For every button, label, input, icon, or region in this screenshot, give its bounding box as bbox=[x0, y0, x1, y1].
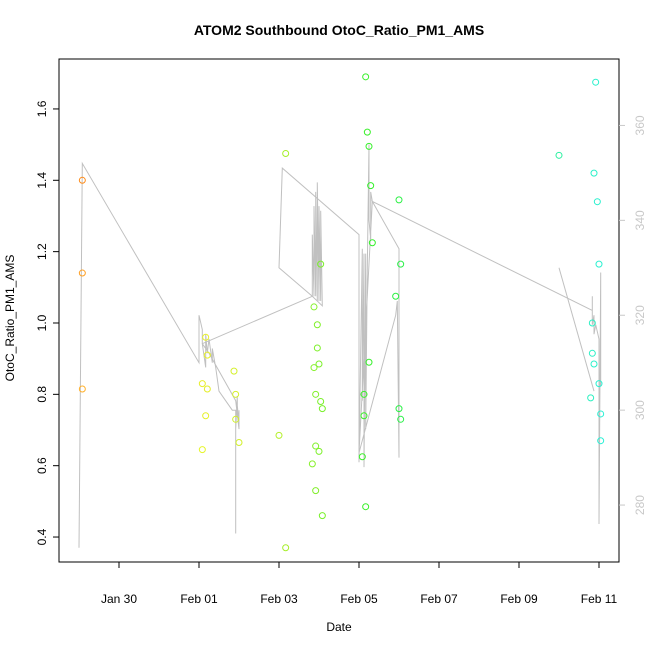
data-point bbox=[360, 390, 368, 398]
data-point bbox=[232, 390, 240, 398]
x-tick-label: Feb 11 bbox=[581, 592, 618, 606]
data-point bbox=[313, 321, 321, 329]
data-point bbox=[318, 405, 326, 413]
data-point bbox=[310, 303, 318, 311]
y2-tick-label: 300 bbox=[633, 400, 647, 420]
plot-frame bbox=[58, 58, 620, 563]
x-axis: Jan 30 Feb 01 Feb 03 Feb 05 Feb 07 Feb 09 Feb … bbox=[101, 561, 618, 606]
chart-title: ATOM2 Southbound OtoC_Ratio_PM1_AMS bbox=[194, 22, 484, 38]
data-point bbox=[318, 512, 326, 520]
data-point bbox=[592, 78, 600, 86]
data-point bbox=[597, 410, 605, 418]
y2-tick-label: 360 bbox=[633, 115, 647, 135]
y-tick-label: 1.0 bbox=[35, 314, 49, 331]
data-point bbox=[203, 385, 211, 393]
x-tick-label: Feb 09 bbox=[500, 592, 538, 606]
data-point bbox=[312, 390, 320, 398]
data-point bbox=[588, 319, 596, 327]
data-point bbox=[590, 360, 598, 368]
series-line bbox=[78, 144, 602, 548]
data-point bbox=[230, 367, 238, 375]
x-tick-label: Feb 07 bbox=[420, 592, 458, 606]
x-tick-label: Feb 03 bbox=[260, 592, 298, 606]
data-point bbox=[395, 196, 403, 204]
data-point bbox=[362, 503, 370, 511]
data-point bbox=[78, 176, 86, 184]
y-tick-label: 1.2 bbox=[35, 243, 49, 260]
data-point bbox=[78, 385, 86, 393]
data-point bbox=[593, 198, 601, 206]
y-tick-label: 0.8 bbox=[35, 386, 49, 403]
series-line-segment bbox=[558, 267, 595, 392]
data-point bbox=[587, 394, 595, 402]
data-point bbox=[360, 412, 368, 420]
y-tick-label: 0.4 bbox=[35, 528, 49, 545]
point-layer bbox=[78, 73, 605, 552]
data-point bbox=[590, 169, 598, 177]
x-tick-label: Jan 30 bbox=[101, 592, 137, 606]
data-point bbox=[202, 333, 210, 341]
data-point bbox=[595, 380, 603, 388]
data-point bbox=[365, 142, 373, 150]
x-tick-label: Feb 05 bbox=[340, 592, 378, 606]
line-layer bbox=[78, 144, 602, 548]
data-point bbox=[282, 544, 290, 552]
data-point bbox=[367, 182, 375, 190]
data-point bbox=[232, 415, 240, 423]
data-point bbox=[315, 447, 323, 455]
data-point bbox=[358, 453, 366, 461]
data-point bbox=[595, 260, 603, 268]
data-point bbox=[392, 292, 400, 300]
data-point bbox=[363, 128, 371, 136]
x-axis-label: Date bbox=[326, 620, 352, 634]
data-point bbox=[308, 460, 316, 468]
data-point bbox=[362, 73, 370, 81]
data-point bbox=[313, 344, 321, 352]
data-point bbox=[312, 442, 320, 450]
data-point bbox=[235, 438, 243, 446]
data-point bbox=[275, 431, 283, 439]
y-axis-label: OtoC_Ratio_PM1_AMS bbox=[3, 255, 17, 382]
data-point bbox=[365, 358, 373, 366]
data-point bbox=[317, 260, 325, 268]
data-point bbox=[312, 487, 320, 495]
data-point bbox=[555, 151, 563, 159]
data-point bbox=[198, 446, 206, 454]
data-point bbox=[310, 364, 318, 372]
data-point bbox=[597, 437, 605, 445]
y-axis: 0.4 0.6 0.8 1.0 1.2 1.4 1.6 bbox=[35, 100, 59, 545]
y2-tick-label: 280 bbox=[633, 495, 647, 515]
y2-tick-label: 320 bbox=[633, 305, 647, 325]
data-point bbox=[397, 415, 405, 423]
y2-tick-label: 340 bbox=[633, 210, 647, 230]
data-point bbox=[78, 269, 86, 277]
data-point bbox=[198, 380, 206, 388]
y2-axis: 280 300 320 340 360 bbox=[619, 115, 647, 515]
data-point bbox=[315, 360, 323, 368]
data-point bbox=[282, 150, 290, 158]
data-point bbox=[203, 351, 211, 359]
x-tick-label: Feb 01 bbox=[180, 592, 218, 606]
data-point bbox=[395, 405, 403, 413]
data-point bbox=[368, 239, 376, 247]
data-point bbox=[588, 349, 596, 357]
y-tick-label: 1.4 bbox=[35, 172, 49, 189]
data-point bbox=[317, 397, 325, 405]
data-point bbox=[202, 412, 210, 420]
data-point bbox=[397, 260, 405, 268]
y-tick-label: 1.6 bbox=[35, 100, 49, 117]
y-tick-label: 0.6 bbox=[35, 457, 49, 474]
